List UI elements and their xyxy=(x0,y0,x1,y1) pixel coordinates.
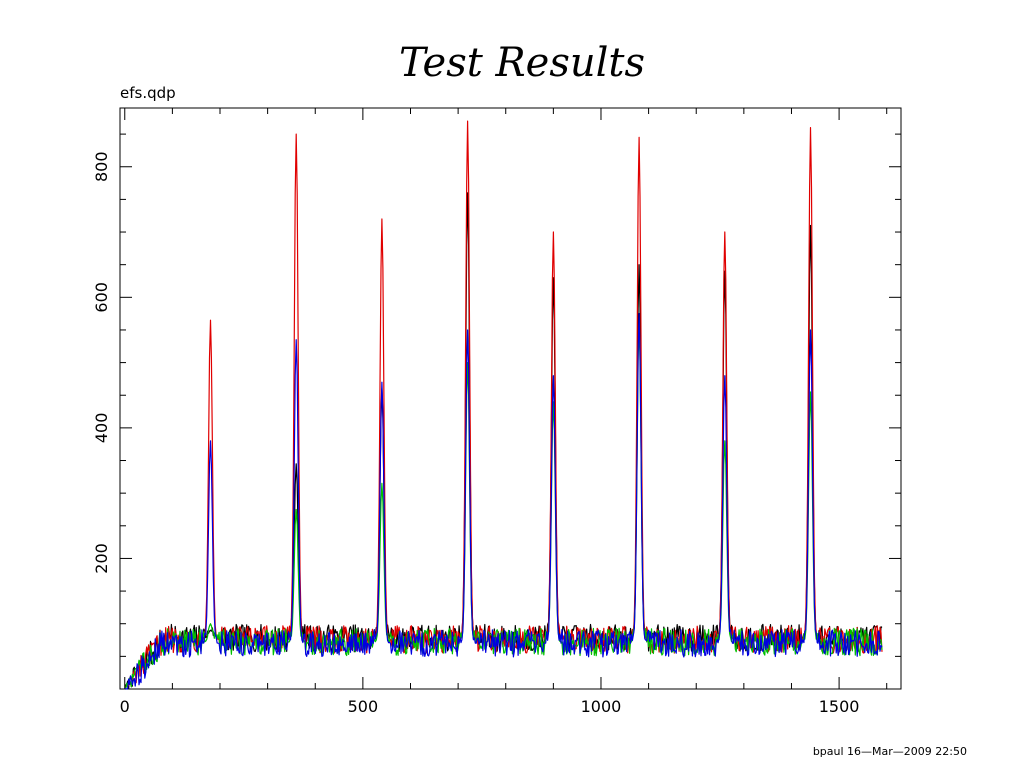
y-tick-label: 400 xyxy=(92,413,111,444)
tick-labels: 0 500 1000 1500 200 400 600 800 xyxy=(92,151,859,716)
plot-filename: efs.qdp xyxy=(120,84,176,102)
slide-title: Test Results xyxy=(398,40,646,86)
series-group xyxy=(124,120,883,690)
x-tick-label: 500 xyxy=(348,697,379,716)
x-tick-label: 1000 xyxy=(581,697,622,716)
y-tick-label: 800 xyxy=(92,151,111,182)
series-line xyxy=(124,313,883,690)
y-tick-label: 600 xyxy=(92,282,111,313)
series-line xyxy=(124,120,883,690)
y-tick-label: 200 xyxy=(92,543,111,574)
footer-credit: bpaul 16—Mar—2009 22:50 xyxy=(812,745,967,758)
axis-ticks xyxy=(120,108,901,690)
x-tick-label: 0 xyxy=(120,697,130,716)
plot-frame xyxy=(119,107,902,690)
x-tick-label: 1500 xyxy=(819,697,860,716)
series-line xyxy=(124,192,883,690)
